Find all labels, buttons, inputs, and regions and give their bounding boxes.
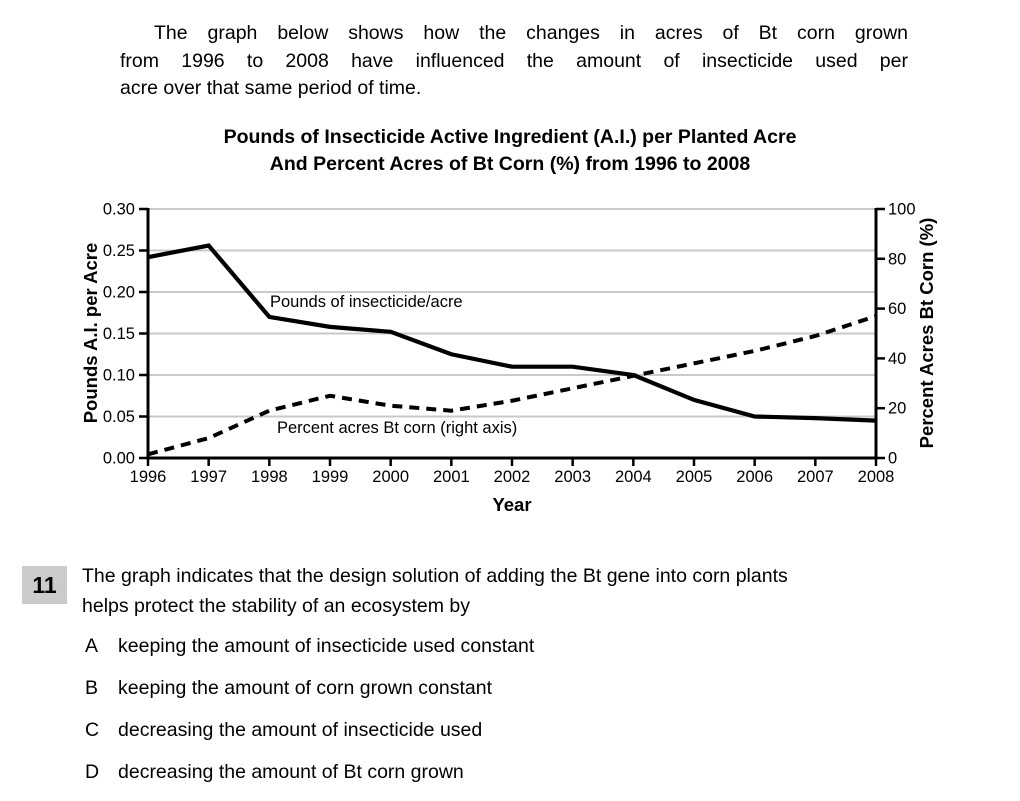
y-axis-title: Pounds A.I. per Acre bbox=[80, 243, 101, 424]
option-text: keeping the amount of insecticide used c… bbox=[118, 635, 535, 657]
left-axis-tick-label: 0.30 bbox=[103, 201, 135, 219]
left-axis-tick-label: 0.20 bbox=[103, 284, 135, 302]
x-axis-tick-label: 2008 bbox=[858, 468, 895, 486]
right-axis-tick-label: 40 bbox=[888, 350, 906, 368]
x-axis-title: Year bbox=[492, 494, 531, 515]
x-axis-tick-label: 1996 bbox=[130, 468, 167, 486]
x-axis-tick-label: 2002 bbox=[494, 468, 531, 486]
insecticide-line bbox=[147, 243, 877, 423]
chart-title-line1: Pounds of Insecticide Active Ingredient … bbox=[223, 126, 797, 148]
x-axis-tick-label: 2006 bbox=[736, 468, 773, 486]
left-axis-tick-label: 0.25 bbox=[103, 242, 135, 260]
question-number: 11 bbox=[32, 571, 57, 598]
chart-title: Pounds of Insecticide Active Ingredient … bbox=[0, 124, 1020, 178]
answer-option-b: B keeping the amount of corn grown const… bbox=[85, 675, 534, 701]
bt-corn-percent-line bbox=[147, 314, 877, 457]
dual-axis-line-chart: 0.00 0.05 0.10 0.15 0.20 0.25 0.30 0 20 40 60 80 100… bbox=[80, 201, 937, 516]
left-axis-tick-label: 0.05 bbox=[103, 408, 135, 426]
option-letter: C bbox=[85, 719, 100, 741]
question-text-line: helps protect the stability of an ecosys… bbox=[82, 595, 471, 617]
intro-line: acre over that same period of time. bbox=[120, 77, 422, 99]
x-axis-tick-label: 1997 bbox=[190, 468, 227, 486]
intro-paragraph: The graph below shows how the changes in… bbox=[120, 20, 908, 103]
intro-line: from 1996 to 2008 have influenced the am… bbox=[120, 49, 908, 72]
chart-title-line2: And Percent Acres of Bt Corn (%) from 19… bbox=[269, 153, 751, 175]
right-axis-tick-label: 20 bbox=[888, 400, 906, 418]
left-axis-tick-label: 0.10 bbox=[103, 367, 135, 385]
answer-option-d: D decreasing the amount of Bt corn grown bbox=[85, 759, 534, 785]
x-axis-tick-label: 2007 bbox=[797, 468, 834, 486]
question-text: The graph indicates that the design solu… bbox=[82, 561, 1002, 621]
x-axis-tick-label: 2004 bbox=[615, 468, 652, 486]
answer-option-c: C decreasing the amount of insecticide u… bbox=[85, 717, 534, 743]
x-axis-tick-label: 2001 bbox=[433, 468, 470, 486]
right-axis-tick-label: 60 bbox=[888, 300, 906, 318]
right-axis-tick-label: 0 bbox=[888, 450, 897, 468]
right-axis-tick-label: 100 bbox=[888, 201, 916, 219]
option-text: decreasing the amount of insecticide use… bbox=[118, 719, 483, 741]
x-axis-tick-label: 1998 bbox=[251, 468, 288, 486]
option-text: keeping the amount of corn grown constan… bbox=[118, 677, 492, 699]
left-axis-tick-label: 0.00 bbox=[103, 450, 135, 468]
x-axis-tick-label: 2005 bbox=[676, 468, 713, 486]
option-letter: A bbox=[85, 635, 99, 657]
left-axis-tick-label: 0.15 bbox=[103, 325, 135, 343]
option-letter: B bbox=[85, 677, 99, 699]
bt-corn-line-label: Percent acres Bt corn (right axis) bbox=[277, 419, 517, 437]
option-text: decreasing the amount of Bt corn grown bbox=[118, 761, 464, 783]
question-number-badge: 11 bbox=[22, 566, 67, 604]
x-axis-tick-label: 2003 bbox=[554, 468, 591, 486]
x-axis-tick-label: 2000 bbox=[372, 468, 409, 486]
y2-axis-title: Percent Acres Bt Corn (%) bbox=[916, 218, 937, 449]
question-text-line: The graph indicates that the design solu… bbox=[82, 565, 788, 587]
answer-options: A keeping the amount of insecticide used… bbox=[85, 633, 534, 801]
right-axis-tick-label: 80 bbox=[888, 250, 906, 268]
insecticide-line-label: Pounds of insecticide/acre bbox=[270, 293, 463, 311]
option-letter: D bbox=[85, 761, 100, 783]
intro-line: The graph below shows how the changes in… bbox=[154, 22, 908, 44]
answer-option-a: A keeping the amount of insecticide used… bbox=[85, 633, 534, 659]
x-axis-tick-label: 1999 bbox=[312, 468, 349, 486]
